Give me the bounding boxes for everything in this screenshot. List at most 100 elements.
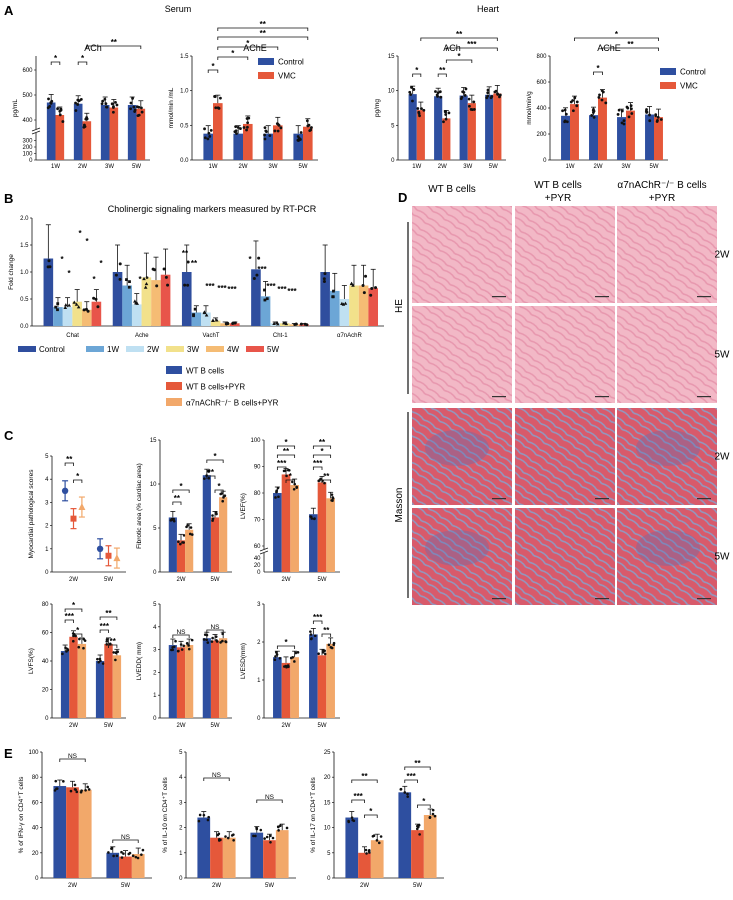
y-tick-label: 0.5 bbox=[20, 297, 29, 303]
bar-4W bbox=[358, 285, 369, 326]
bar-Control bbox=[251, 269, 261, 326]
data-point bbox=[216, 106, 220, 110]
y-tick-label: 300 bbox=[22, 139, 33, 145]
significance-label: * bbox=[99, 259, 103, 268]
y-tick-label: 1.5 bbox=[20, 243, 29, 249]
y-tick-label: 500 bbox=[22, 93, 33, 99]
significance-label: * bbox=[76, 472, 80, 481]
y-tick-label: 90 bbox=[254, 465, 261, 471]
data-point bbox=[263, 126, 267, 130]
data-point bbox=[313, 634, 317, 638]
data-point bbox=[219, 492, 222, 496]
data-point bbox=[365, 852, 368, 855]
significance-bracket bbox=[437, 73, 447, 77]
data-point bbox=[293, 660, 296, 663]
significance-label: *** bbox=[217, 284, 227, 293]
bar-wtpyr bbox=[358, 852, 371, 878]
histology-image-r1-c1 bbox=[515, 306, 615, 403]
data-point bbox=[202, 310, 207, 315]
data-point bbox=[54, 779, 58, 783]
significance-label: *** bbox=[65, 612, 75, 621]
scale-bar bbox=[492, 498, 506, 500]
data-point bbox=[486, 91, 490, 95]
data-point bbox=[434, 90, 437, 93]
bar-control bbox=[293, 133, 303, 160]
data-point bbox=[331, 496, 335, 499]
data-point bbox=[224, 322, 228, 326]
data-point bbox=[211, 514, 214, 517]
significance-bracket bbox=[364, 814, 378, 818]
legend-swatch-5W bbox=[246, 346, 264, 352]
significance-label: ** bbox=[414, 759, 421, 768]
data-point bbox=[630, 112, 634, 115]
y-tick-label: 20 bbox=[254, 563, 261, 569]
data-point bbox=[274, 655, 277, 658]
histology-image-r3-c1 bbox=[515, 508, 615, 605]
bar-vmc bbox=[82, 121, 92, 160]
significance-label: * bbox=[211, 62, 215, 71]
significance-bracket bbox=[99, 616, 118, 620]
significance-bracket bbox=[412, 73, 422, 77]
x-tick-label: Chat bbox=[66, 333, 79, 339]
data-point bbox=[412, 88, 416, 91]
data-point bbox=[272, 321, 276, 325]
y-axis-label: % of IFN-γ on CD4⁺T cells bbox=[18, 776, 25, 853]
x-tick-label: 1W bbox=[51, 164, 60, 170]
data-point bbox=[299, 131, 303, 134]
bar-5W bbox=[160, 274, 171, 326]
data-point bbox=[226, 836, 230, 840]
data-point bbox=[187, 647, 191, 651]
bar-control bbox=[73, 103, 83, 160]
data-point bbox=[464, 87, 468, 91]
x-tick-label: 2W bbox=[69, 577, 78, 583]
y-tick-label: 1.0 bbox=[180, 89, 189, 95]
data-point bbox=[210, 640, 214, 643]
panel-a-legend-1: Control VMC bbox=[660, 68, 706, 91]
significance-label: * bbox=[248, 255, 252, 264]
data-point bbox=[645, 110, 649, 114]
y-axis-label: Fold change bbox=[8, 254, 15, 290]
data-point bbox=[224, 640, 227, 643]
significance-label: ** bbox=[627, 40, 634, 49]
axis-break-gap bbox=[32, 129, 40, 133]
bar-control bbox=[434, 96, 443, 160]
significance-bracket bbox=[207, 69, 219, 73]
data-point bbox=[245, 128, 248, 132]
bar-wtpyr bbox=[176, 540, 186, 572]
x-tick-label: α7nAchR bbox=[337, 333, 362, 339]
data-point bbox=[597, 96, 601, 99]
data-point bbox=[179, 542, 182, 546]
y-axis-label: % of IL-10 on CD4⁺T cells bbox=[162, 776, 169, 852]
x-tick-label: 3W bbox=[463, 164, 472, 170]
data-point bbox=[114, 100, 117, 104]
x-tick-label: 5W bbox=[489, 164, 498, 170]
data-point bbox=[305, 119, 309, 123]
data-point bbox=[418, 833, 421, 836]
data-point bbox=[211, 636, 214, 640]
scale-bar bbox=[492, 396, 506, 398]
bar-vmc bbox=[570, 104, 579, 160]
data-point bbox=[234, 125, 238, 129]
data-point bbox=[332, 643, 336, 647]
data-point bbox=[197, 819, 201, 823]
bar-5W bbox=[229, 323, 240, 326]
data-point bbox=[122, 852, 125, 855]
data-point bbox=[444, 113, 448, 116]
scale-bar bbox=[492, 296, 506, 298]
significance-label: NS bbox=[176, 629, 186, 636]
data-point bbox=[318, 479, 321, 482]
data-point bbox=[485, 96, 489, 100]
significance-bracket bbox=[404, 766, 431, 770]
data-point bbox=[96, 657, 99, 661]
significance-bracket bbox=[217, 46, 279, 50]
data-point bbox=[645, 108, 648, 111]
bar-a7pyr bbox=[131, 854, 145, 878]
histology-image-r2-c2 bbox=[617, 408, 717, 505]
panel-c-legend: WT B cells WT B cells+PYR α7nAChR⁻/⁻ B cel… bbox=[166, 366, 279, 408]
panel-b-legend: Control 1W 2W 3W 4W 5W bbox=[18, 345, 279, 354]
bar-2W bbox=[62, 307, 73, 326]
data-point bbox=[182, 534, 186, 537]
bar-vmc bbox=[243, 123, 253, 160]
data-point bbox=[561, 109, 564, 113]
significance-label: ** bbox=[66, 455, 73, 464]
